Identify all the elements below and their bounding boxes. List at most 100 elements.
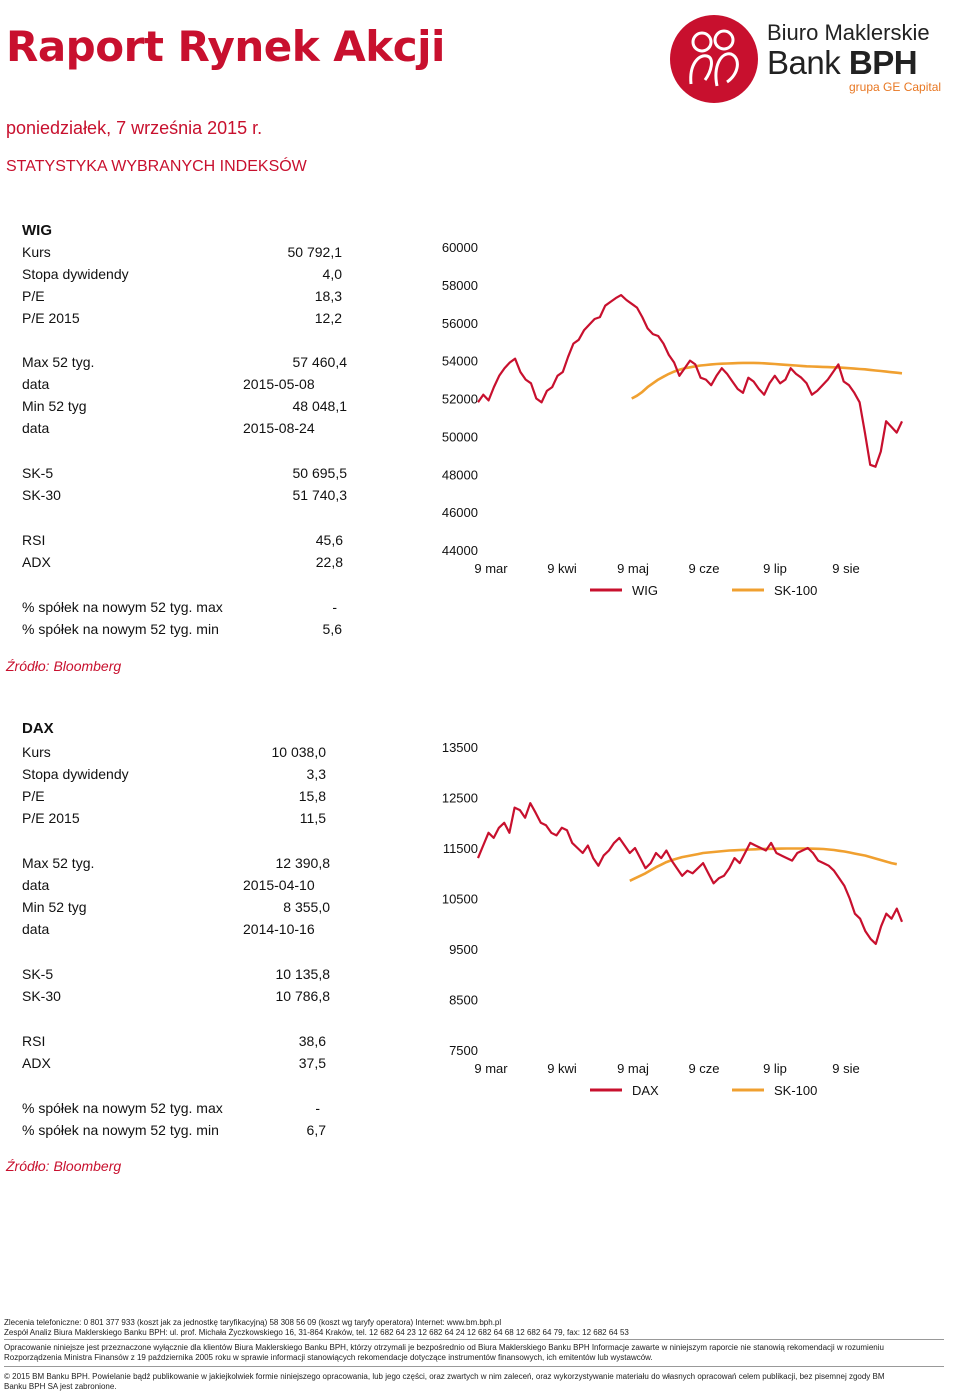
wig-kurs-value: 50 792,1 <box>287 244 343 260</box>
wig-max-label: Max 52 tyg. <box>22 354 95 370</box>
dax-y-tick-label: 12500 <box>442 791 478 806</box>
dax-max-label: Max 52 tyg. <box>22 855 95 871</box>
dax-source: Źródło: Bloomberg <box>6 1158 122 1174</box>
dax-legend-label-dax: DAX <box>632 1083 659 1098</box>
wig-x-tick-label: 9 maj <box>617 561 649 576</box>
footer-address: Zespół Analiz Biura Maklerskiego Banku B… <box>4 1328 629 1337</box>
dax-min-date-value: 2014-10-16 <box>243 921 315 937</box>
dax-dyw-value: 3,3 <box>306 766 326 782</box>
dax-adx-value: 37,5 <box>298 1055 326 1071</box>
wig-max-date-label: data <box>22 376 50 392</box>
wig-pmin-label: % spółek na nowym 52 tyg. min <box>22 621 219 637</box>
wig-y-tick-label: 58000 <box>442 278 478 293</box>
dax-kurs-label: Kurs <box>22 744 51 760</box>
dax-rsi-value: 38,6 <box>298 1033 326 1049</box>
wig-y-tick-label: 54000 <box>442 354 478 369</box>
dax-dyw-label: Stopa dywidendy <box>22 766 129 782</box>
wig-adx-label: ADX <box>22 554 51 570</box>
logo-text-line3: grupa GE Capital <box>849 80 942 94</box>
wig-min-date-label: data <box>22 420 50 436</box>
wig-legend-label-wig: WIG <box>632 583 658 598</box>
wig-y-tick-label: 50000 <box>442 429 478 444</box>
dax-pmin-value: 6,7 <box>306 1122 326 1138</box>
dax-pmax-value: - <box>315 1100 320 1116</box>
wig-x-tick-label: 9 lip <box>763 561 787 576</box>
wig-pe2015-value: 12,2 <box>314 310 342 326</box>
dax-x-tick-label: 9 sie <box>832 1061 859 1076</box>
wig-pmin-value: 5,6 <box>322 621 342 637</box>
wig-y-tick-label: 56000 <box>442 316 478 331</box>
dax-y-tick-label: 10500 <box>442 892 478 907</box>
dax-x-tick-label: 9 lip <box>763 1061 787 1076</box>
wig-adx-value: 22,8 <box>315 554 343 570</box>
dax-y-tick-label: 7500 <box>449 1043 478 1058</box>
wig-x-tick-label: 9 cze <box>688 561 719 576</box>
wig-x-tick-label: 9 sie <box>832 561 859 576</box>
dax-x-tick-label: 9 kwi <box>547 1061 577 1076</box>
report-date: poniedziałek, 7 września 2015 r. <box>6 118 263 138</box>
dax-y-tick-label: 8500 <box>449 993 478 1008</box>
wig-max-date-value: 2015-05-08 <box>243 376 315 392</box>
dax-sk5-value: 10 135,8 <box>275 966 331 982</box>
wig-sk5-label: SK-5 <box>22 465 54 481</box>
wig-dyw-value: 4,0 <box>322 266 342 282</box>
wig-y-tick-label: 46000 <box>442 505 478 520</box>
dax-kurs-value: 10 038,0 <box>271 744 327 760</box>
section-heading: STATYSTYKA WYBRANYCH INDEKSÓW <box>6 158 307 175</box>
dax-y-tick-label: 11500 <box>443 841 478 856</box>
dax-max-date-label: data <box>22 877 50 893</box>
logo-text-line1: Biuro Maklerskie <box>767 20 930 45</box>
report-title: Raport Rynek Akcji <box>6 22 445 71</box>
dax-x-tick-label: 9 cze <box>688 1061 719 1076</box>
wig-legend-label-sk-100: SK-100 <box>774 583 817 598</box>
dax-x-tick-label: 9 maj <box>617 1061 649 1076</box>
wig-sk30-label: SK-30 <box>22 487 61 503</box>
wig-dyw-label: Stopa dywidendy <box>22 266 129 282</box>
dax-min-label: Min 52 tyg <box>22 899 87 915</box>
dax-series-sk-100-line <box>629 847 898 882</box>
bank-logo: Biuro Maklerskie Bank BPH grupa GE Capit… <box>657 0 949 116</box>
dax-pe-label: P/E <box>22 788 45 804</box>
footer-disclaimer-2: Rozporządzenia Ministra Finansów z 19 pa… <box>4 1353 653 1362</box>
wig-source: Źródło: Bloomberg <box>6 658 122 674</box>
dax-pmax-label: % spółek na nowym 52 tyg. max <box>22 1100 223 1116</box>
dax-chart: 13500 12500 11500 10500 9500 8500 7500 9 mar 9 k… <box>442 740 904 1098</box>
dax-y-tick-label: 9500 <box>449 942 478 957</box>
dax-sk30-label: SK-30 <box>22 988 61 1004</box>
wig-sk5-value: 50 695,5 <box>292 465 348 481</box>
footer-disclaimer-1: Opracowanie niniejsze jest przeznaczone … <box>4 1343 884 1352</box>
wig-y-tick-label: 44000 <box>442 543 478 558</box>
dax-series-dax-line <box>476 802 904 945</box>
footer-phone: Zlecenia telefoniczne: 0 801 377 933 (ko… <box>4 1318 502 1327</box>
dax-rsi-label: RSI <box>22 1033 46 1049</box>
wig-min-label: Min 52 tyg <box>22 398 87 414</box>
bank-logo-emblem-icon <box>670 15 758 103</box>
dax-pmin-label: % spółek na nowym 52 tyg. min <box>22 1122 219 1138</box>
wig-sk30-value: 51 740,3 <box>292 487 348 503</box>
wig-pmax-label: % spółek na nowym 52 tyg. max <box>22 599 223 615</box>
dax-x-tick-label: 9 mar <box>474 1061 508 1076</box>
wig-min-value: 48 048,1 <box>292 398 348 414</box>
dax-pe2015-label: P/E 2015 <box>22 810 80 826</box>
wig-pe-value: 18,3 <box>314 288 342 304</box>
wig-series-sk-100-line <box>631 361 903 400</box>
dax-sk5-label: SK-5 <box>22 966 54 982</box>
wig-y-tick-label: 52000 <box>442 392 478 407</box>
logo-text-bank: Bank <box>767 44 849 81</box>
wig-y-tick-label: 60000 <box>442 240 478 255</box>
wig-rsi-value: 45,6 <box>315 532 343 548</box>
wig-title: WIG <box>22 222 52 239</box>
dax-adx-label: ADX <box>22 1055 51 1071</box>
footer-divider <box>4 1339 944 1340</box>
wig-y-tick-label: 48000 <box>442 467 478 482</box>
dax-max-date-value: 2015-04-10 <box>243 877 315 893</box>
footer-divider-2 <box>4 1366 944 1367</box>
wig-series-wig-line <box>477 294 903 468</box>
wig-pmax-value: - <box>332 599 337 615</box>
dax-max-value: 12 390,8 <box>275 855 331 871</box>
dax-pe-value: 15,8 <box>298 788 326 804</box>
wig-kurs-label: Kurs <box>22 244 51 260</box>
logo-text-bph: BPH <box>848 44 918 81</box>
footer-copyright-1: © 2015 BM Banku BPH. Powielanie bądź pub… <box>4 1372 885 1381</box>
dax-legend-label-sk-100: SK-100 <box>774 1083 817 1098</box>
